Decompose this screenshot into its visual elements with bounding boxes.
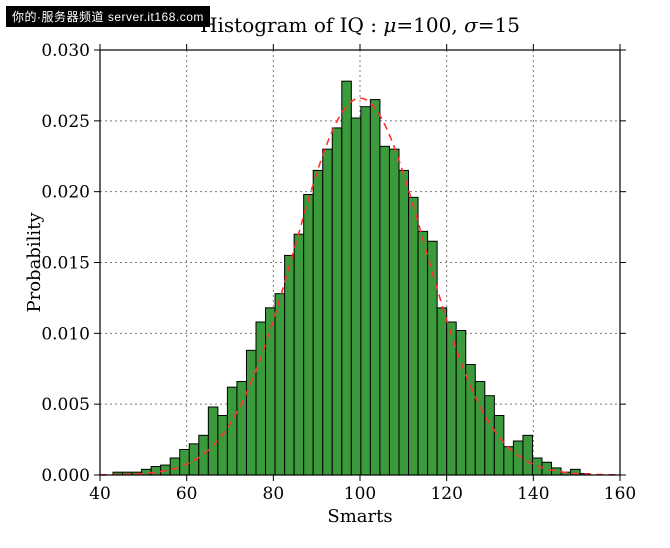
- xtick-label: 80: [263, 484, 285, 504]
- histogram-chart: 40 60 80 100 120 140 160 0.000 0.005 0.010 0.015 0.…: [20, 10, 640, 530]
- ytick-label: 0.025: [41, 112, 90, 132]
- xtick-label: 100: [344, 484, 376, 504]
- ytick-label: 0.020: [41, 183, 90, 203]
- y-axis-label: Probability: [24, 212, 45, 313]
- ytick-label: 0.000: [41, 466, 90, 486]
- chart-title: Histogram of IQ : μ=100, σ=15: [200, 13, 520, 37]
- x-axis-label: Smarts: [327, 506, 392, 527]
- ytick-label: 0.030: [41, 41, 90, 61]
- xtick-label: 140: [517, 484, 549, 504]
- xtick-label: 120: [430, 484, 462, 504]
- watermark-badge: 你的·服务器频道 server.it168.com: [6, 6, 210, 27]
- ytick-label: 0.010: [41, 324, 90, 344]
- ytick-label: 0.015: [41, 254, 90, 274]
- xtick-label: 40: [89, 484, 111, 504]
- xtick-label: 160: [604, 484, 636, 504]
- chart-svg: 40 60 80 100 120 140 160 0.000 0.005 0.010 0.015 0.…: [20, 10, 640, 530]
- ytick-label: 0.005: [41, 395, 90, 415]
- xtick-label: 60: [176, 484, 198, 504]
